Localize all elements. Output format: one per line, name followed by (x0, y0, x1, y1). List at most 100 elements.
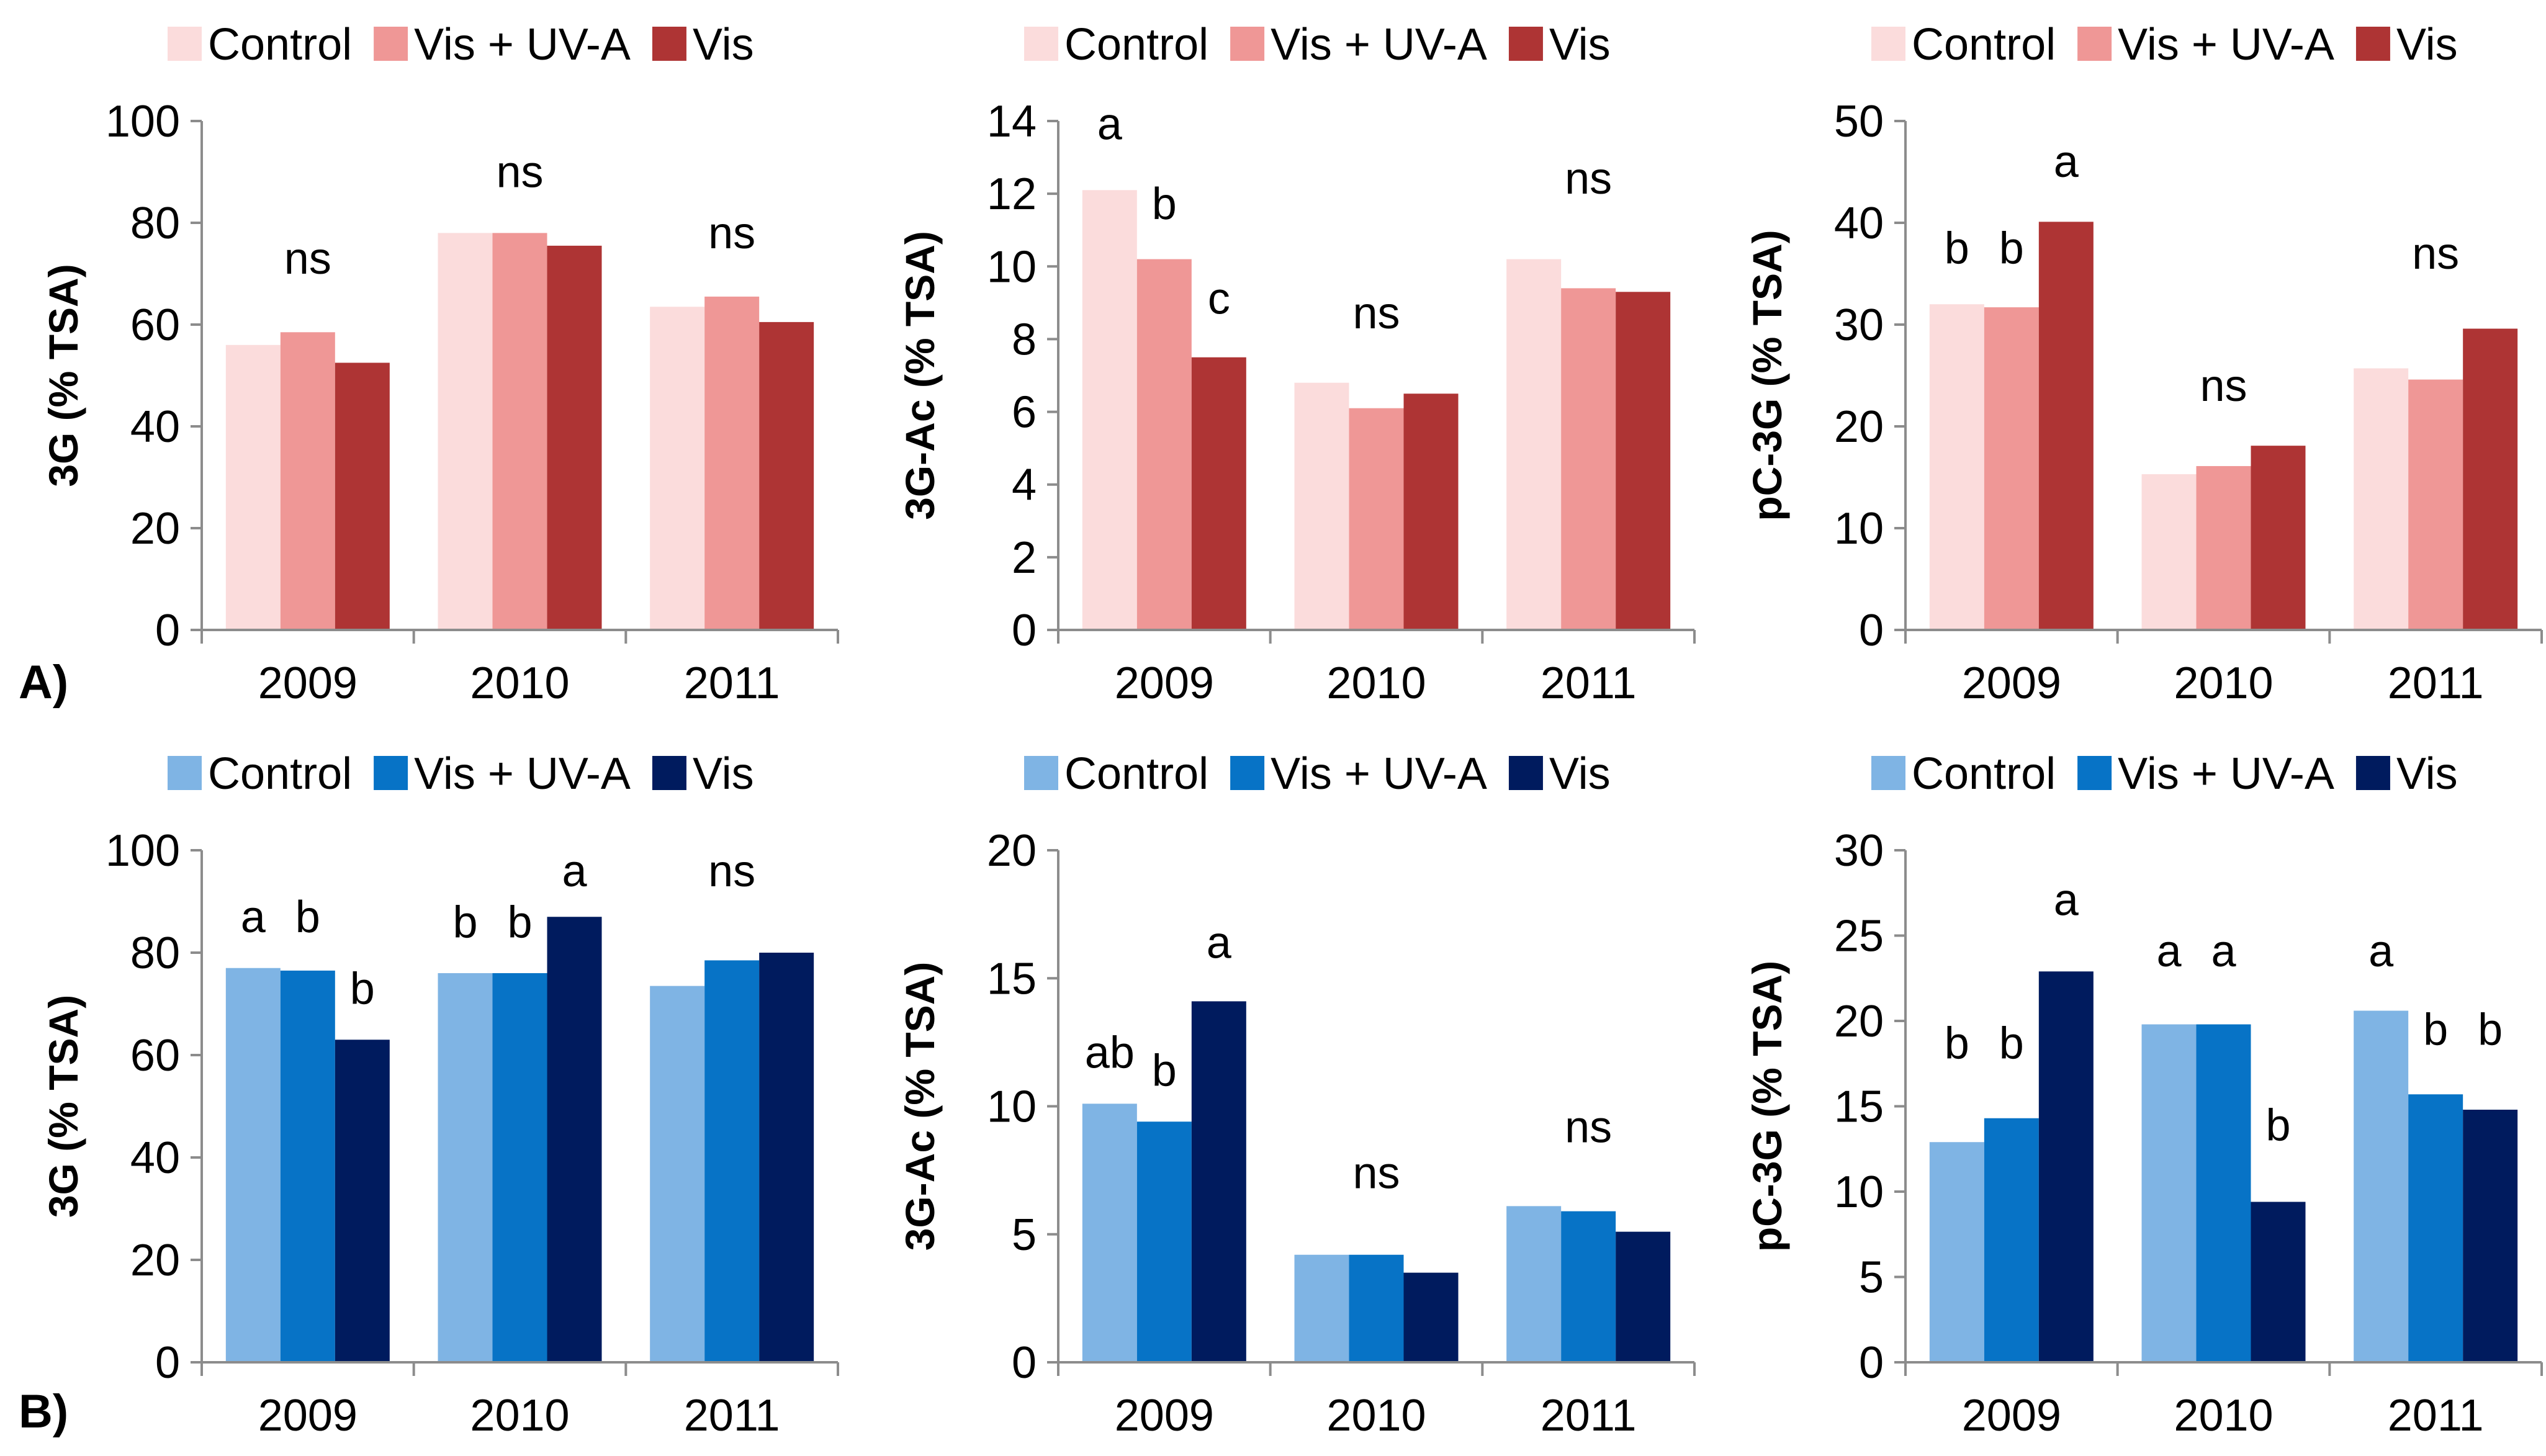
x-tick-label: 2009 (1962, 658, 2061, 708)
bar (280, 970, 335, 1362)
bar (2196, 465, 2251, 630)
y-tick-label: 40 (1834, 199, 1884, 248)
legend-swatch (1230, 27, 1265, 61)
x-tick-label: 2011 (2388, 658, 2484, 708)
y-tick-label: 20 (1834, 402, 1884, 452)
significance-label: a (1097, 99, 1123, 149)
significance-label: a (1207, 918, 1232, 968)
y-tick-label: 12 (987, 169, 1037, 219)
x-tick-label: 2009 (258, 1391, 358, 1440)
y-tick-label: 0 (155, 1338, 180, 1388)
y-axis-title: 3G (% TSA) (40, 995, 86, 1218)
significance-label: a (2054, 137, 2079, 187)
legend-label: Control (208, 20, 352, 70)
legend-swatch (1024, 27, 1058, 61)
y-tick-label: 100 (106, 97, 180, 146)
significance-label: b (350, 964, 375, 1014)
legend-label: Vis (693, 20, 754, 70)
x-tick-label: 2010 (1326, 658, 1426, 708)
y-tick-label: 15 (1834, 1082, 1884, 1132)
y-axis-title: pC-3G (% TSA) (1744, 961, 1790, 1252)
y-tick-label: 100 (106, 826, 180, 876)
x-tick-label: 2009 (1962, 1391, 2061, 1440)
y-tick-label: 20 (130, 1236, 180, 1285)
y-tick-label: 0 (1859, 606, 1884, 655)
legend-swatch (2355, 756, 2390, 790)
legend-label: Vis + UV-A (2118, 20, 2334, 70)
bar (1294, 1254, 1349, 1362)
y-tick-label: 60 (130, 1031, 180, 1081)
legend-label: Vis + UV-A (1271, 749, 1487, 799)
significance-label: a (2156, 927, 2182, 976)
legend: Control Vis + UV-A Vis (168, 749, 754, 799)
legend: Control Vis + UV-A Vis (1871, 749, 2458, 799)
significance-label: a (241, 892, 266, 942)
y-tick-label: 2 (1012, 533, 1037, 583)
significance-label: ab (1085, 1028, 1135, 1078)
significance-label: b (1945, 1019, 1969, 1069)
y-tick-label: 30 (1834, 826, 1884, 876)
y-tick-label: 0 (155, 606, 180, 655)
significance-label: b (1152, 179, 1177, 229)
bar (1929, 1142, 1984, 1362)
bar (1561, 1211, 1616, 1362)
x-tick-label: 2010 (1326, 1391, 1426, 1440)
significance-label: b (1945, 224, 1969, 274)
bar (2463, 328, 2518, 630)
legend-swatch (2077, 756, 2112, 790)
bar (2354, 368, 2409, 630)
y-tick-label: 25 (1834, 912, 1884, 961)
significance-label: b (2265, 1101, 2290, 1151)
x-tick-label: 2010 (470, 1391, 569, 1440)
x-tick-label: 2011 (684, 1391, 780, 1440)
y-tick-label: 80 (130, 199, 180, 248)
bar (1082, 1103, 1137, 1362)
x-tick-label: 2009 (1115, 658, 1214, 708)
legend-label: Control (208, 749, 352, 799)
x-tick-label: 2010 (2174, 658, 2273, 708)
bar (280, 332, 335, 630)
bar (1984, 307, 2039, 630)
bar (547, 245, 602, 630)
bar (2463, 1110, 2518, 1362)
bar (1984, 1118, 2039, 1362)
bar (1616, 292, 1671, 630)
bar (704, 960, 760, 1362)
legend-swatch (652, 27, 686, 61)
significance-label: b (2423, 1005, 2448, 1055)
legend-swatch (374, 756, 408, 790)
bar (438, 973, 493, 1362)
y-tick-label: 14 (987, 97, 1037, 146)
bar (1506, 1206, 1562, 1362)
significance-label: a (562, 847, 587, 896)
bar (225, 344, 281, 630)
bar (1349, 1254, 1404, 1362)
bar (492, 973, 547, 1362)
bar (492, 233, 547, 630)
chart-3: Control Vis + UV-A Vis 0 20 40 60 80 100 3G (% TS… (40, 749, 839, 1440)
bar (335, 362, 390, 630)
bar (2038, 971, 2094, 1362)
significance-label: ns (708, 209, 755, 258)
y-tick-label: 6 (1012, 388, 1037, 438)
y-tick-label: 20 (987, 826, 1037, 876)
legend-swatch (2355, 27, 2390, 61)
bar (2196, 1024, 2251, 1362)
bar (225, 968, 281, 1362)
y-tick-label: 4 (1012, 461, 1037, 510)
significance-label: b (452, 897, 477, 947)
y-tick-label: 10 (1834, 1167, 1884, 1217)
legend-swatch (168, 756, 202, 790)
y-tick-label: 20 (130, 504, 180, 554)
legend-swatch (1024, 756, 1058, 790)
y-tick-label: 10 (987, 1082, 1037, 1132)
bar (1403, 393, 1459, 630)
y-tick-label: 0 (1012, 1338, 1037, 1388)
bar (650, 986, 705, 1362)
bar (1294, 382, 1349, 630)
legend-label: Vis + UV-A (2118, 749, 2334, 799)
bar (759, 953, 814, 1362)
